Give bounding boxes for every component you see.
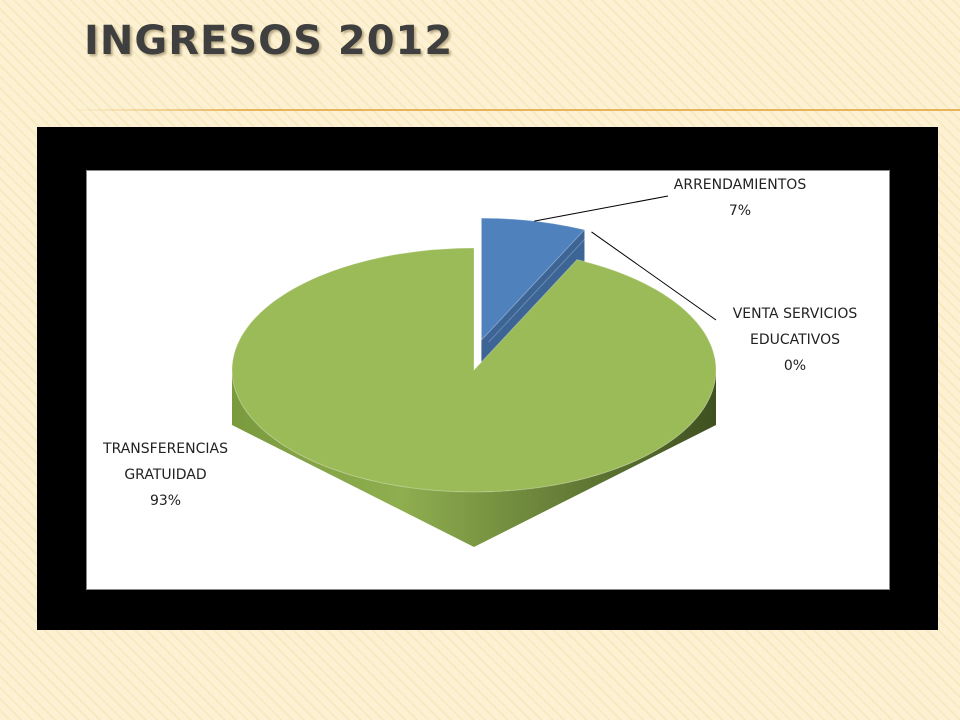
value-label: 7% bbox=[728, 203, 752, 219]
leader-line bbox=[534, 195, 669, 222]
category-label: ARRENDAMIENTOS bbox=[673, 177, 807, 193]
slide-title: INGRESOS 2012 bbox=[84, 18, 454, 64]
slice bbox=[231, 247, 717, 493]
category-label: TRANSFERENCIAS GRATUIDAD bbox=[103, 441, 228, 483]
title-rule bbox=[70, 109, 960, 111]
category-label: VENTA SERVICIOS EDUCATIVOS bbox=[732, 306, 858, 348]
slice-label: TRANSFERENCIAS GRATUIDAD 93% bbox=[88, 436, 243, 514]
slice-side bbox=[232, 370, 716, 547]
slice-label: ARRENDAMIENTOS 7% bbox=[665, 172, 815, 224]
value-label: 93% bbox=[149, 493, 182, 509]
slice bbox=[480, 217, 586, 342]
slice-label: VENTA SERVICIOS EDUCATIVOS 0% bbox=[715, 301, 875, 379]
leader-line bbox=[591, 231, 717, 321]
slice bbox=[488, 231, 592, 343]
value-label: 0% bbox=[783, 358, 807, 374]
